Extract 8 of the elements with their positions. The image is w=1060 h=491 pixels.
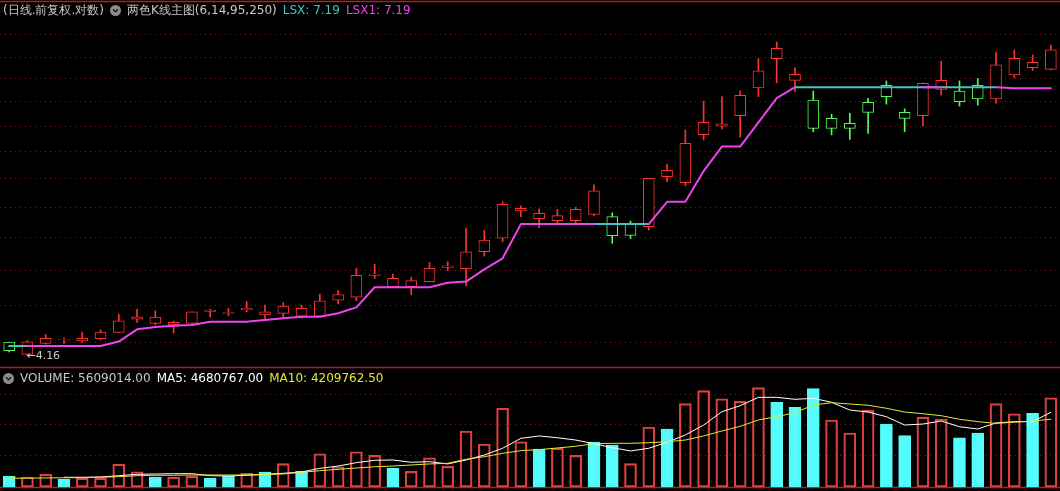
chart-subtitle: 两色K线主图(6,14,95,250) bbox=[127, 3, 277, 17]
chart-title: VOLUME: 5609014.00 bbox=[20, 371, 151, 385]
chart-title: (日线.前复权.对数) bbox=[3, 3, 104, 17]
text: LSX: 7.19 bbox=[282, 3, 340, 17]
text: MA5: 4680767.00 bbox=[156, 371, 264, 385]
annotation: ←4.16 bbox=[26, 348, 61, 362]
text: MA10: 4209762.50 bbox=[269, 371, 384, 385]
text: LSX1: 7.19 bbox=[345, 3, 411, 17]
